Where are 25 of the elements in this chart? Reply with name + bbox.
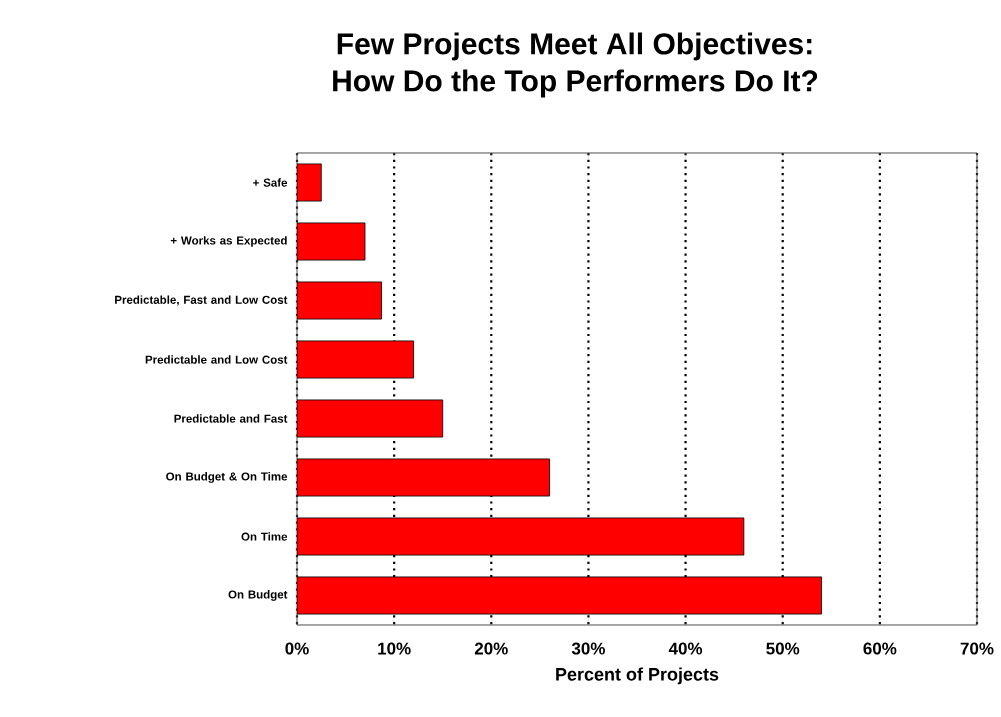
x-tick-label: 0%	[285, 642, 309, 655]
y-tick-label: + Safe	[253, 178, 288, 187]
bar	[297, 458, 550, 497]
x-tick-label: 20%	[474, 642, 508, 655]
y-tick-label: Predictable, Fast and Low Cost	[115, 295, 288, 306]
bar	[297, 517, 745, 556]
x-tick-label: 60%	[863, 642, 897, 655]
bar	[297, 399, 444, 438]
bar	[297, 281, 382, 320]
x-axis-title: Percent of Projects	[556, 667, 719, 685]
bar	[297, 222, 366, 261]
bar	[297, 576, 822, 615]
x-tick-label: 40%	[668, 642, 703, 655]
x-tick-label: 70%	[960, 642, 994, 655]
y-tick-label: On Time	[241, 532, 288, 541]
y-tick-label: + Works as Expected	[170, 236, 287, 247]
x-tick-label: 50%	[766, 642, 800, 655]
x-tick-label: 10%	[378, 642, 411, 655]
y-tick-label: Predictable and Low Cost	[145, 355, 288, 364]
chart-title: Few Projects Meet All Objectives: How Do the Top Performers Do It?	[333, 32, 818, 98]
y-tick-label: On Budget	[228, 590, 288, 601]
y-tick-label: Predictable and Fast	[174, 414, 288, 423]
bar	[297, 340, 414, 379]
x-tick-label: 30%	[571, 642, 605, 655]
y-tick-label: On Budget & On Time	[166, 472, 288, 483]
